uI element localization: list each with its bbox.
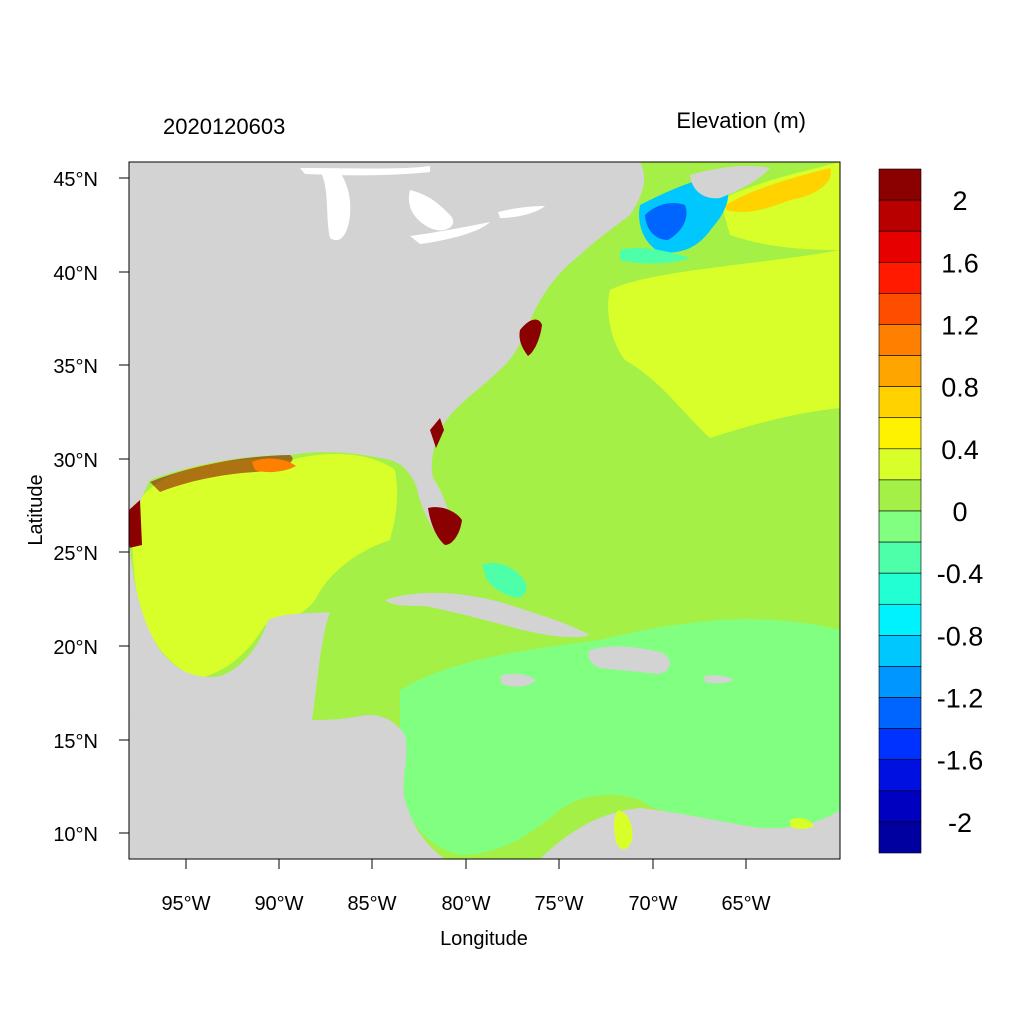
y-axis-title: Latitude [25,474,47,545]
legend-swatch [878,821,922,854]
lake-maracaibo [614,810,633,850]
map-area [129,162,840,859]
x-tick-label: 75°W [534,893,583,915]
trinidad-zone [790,818,814,829]
y-tick-label: 10°N [53,824,98,846]
legend-swatch [878,759,922,792]
south-florida-surge [428,507,462,545]
plot-frame [128,161,841,860]
lake-superior [300,166,430,176]
gulf-of-mexico-zone [132,454,398,678]
legend-swatch [878,541,922,574]
legend-swatch [878,790,922,823]
color-legend [878,168,922,854]
hispaniola-land [588,646,670,674]
legend-swatch [878,261,922,294]
lake-erie [410,222,490,244]
bahamas-zone [482,563,527,598]
atlantic-positive-zone [608,250,840,438]
x-tick-label: 90°W [254,893,303,915]
legend-swatch [878,666,922,698]
legend-swatch [878,728,922,761]
x-tick-label: 95°W [161,893,210,915]
y-tick-label: 15°N [53,731,98,753]
legend-swatch [878,324,922,356]
y-tick-label: 35°N [53,356,98,378]
legend-label: 0.4 [941,435,979,465]
louisiana-surge [252,458,296,473]
central-america-land [129,714,445,859]
y-tick-label: 30°N [53,450,98,472]
legend-label: -0.4 [937,559,984,589]
legend-swatch [878,603,922,636]
x-axis-title: Longitude [440,928,528,950]
legend-swatch [878,355,922,387]
variable-label: Elevation (m) [676,108,806,133]
x-tick-label: 70°W [628,893,677,915]
lake-huron [408,190,454,231]
legend-swatch [878,479,922,512]
y-axis: 45°N 40°N 35°N 30°N 25°N 20°N 15°N 10°N [53,169,129,846]
lake-michigan [320,170,351,241]
north-america-land [129,162,645,540]
date-label: 2020120603 [163,114,285,139]
legend-label: -0.8 [937,621,984,651]
maine-strong-negative [645,203,687,240]
legend-swatch [878,386,922,419]
legend-label: -2 [948,808,972,838]
legend-label: 1.6 [941,248,979,278]
y-tick-label: 45°N [53,169,98,191]
x-tick-label: 65°W [721,893,770,915]
y-tick-label: 20°N [53,637,98,659]
legend-swatch [878,199,922,232]
nova-scotia-positive [726,168,831,212]
y-tick-label: 25°N [53,543,98,565]
mexico-land [129,540,330,723]
legend-swatch [878,572,922,605]
legend-swatch [878,293,922,325]
legend-swatch [878,635,922,667]
legend-swatch [878,510,922,543]
legend-swatch [878,168,922,201]
legend-swatch [878,697,922,729]
y-tick-label: 40°N [53,263,98,285]
legend-label: 0.8 [941,373,979,403]
cuba-land [385,592,590,638]
x-axis: 95°W 90°W 85°W 80°W 75°W 70°W 65°W [161,859,771,915]
texas-surge [129,500,142,548]
legend-label: 1.2 [941,310,979,340]
legend-swatch [878,448,922,481]
puerto-rico-land [704,675,734,684]
x-tick-label: 85°W [347,893,396,915]
legend-swatch [878,230,922,263]
carolina-surge [519,319,542,356]
georgia-surge [430,418,444,448]
lake-ontario [498,206,545,218]
legend-label: -1.2 [937,684,984,714]
legend-label: 2 [952,186,967,216]
legend-label: 0 [952,497,967,527]
legend-labels: 2 1.6 1.2 0.8 0.4 0 -0.4 -0.8 -1.2 -1.6 -2 [937,186,984,838]
long-island-zone [620,247,690,264]
nova-scotia-land [690,166,770,199]
legend-label: -1.6 [937,746,984,776]
legend-swatch [878,417,922,450]
x-tick-label: 80°W [441,893,490,915]
jamaica-land [500,673,536,687]
